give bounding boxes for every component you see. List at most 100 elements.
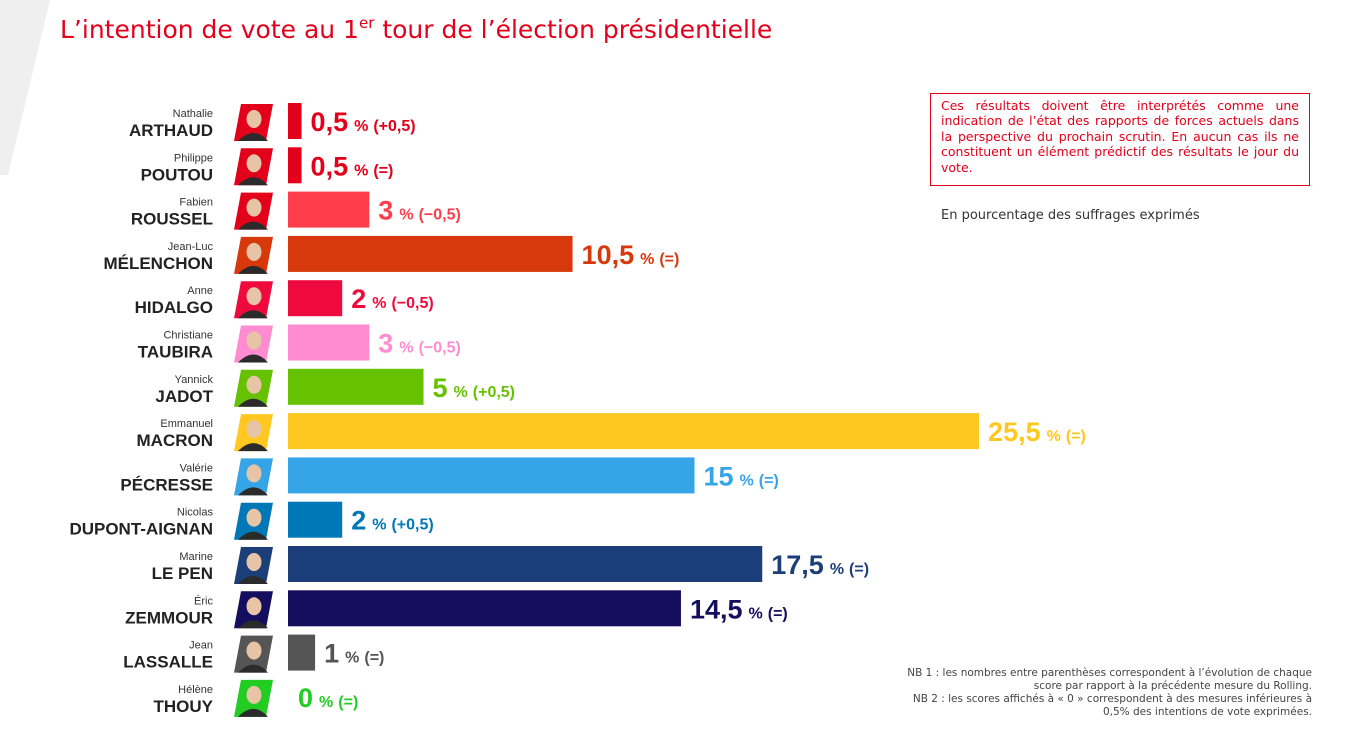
score-value: 15	[704, 461, 734, 491]
score-unit: %	[454, 384, 468, 401]
bar	[288, 501, 343, 538]
candidate-first-name: Éric	[194, 594, 213, 607]
candidate-first-name: Hélène	[178, 684, 213, 696]
candidate-portrait	[234, 281, 273, 319]
bar	[288, 368, 424, 405]
candidate-first-name: Nicolas	[177, 507, 214, 519]
score-value: 0	[298, 683, 313, 713]
footnote-2: NB 2 : les scores affichés à « 0 » corre…	[912, 693, 1312, 718]
candidate-last-name: MÉLENCHON	[103, 254, 213, 273]
score-change: (=)	[759, 472, 779, 489]
score-change: (−0,5)	[391, 295, 433, 312]
candidate-first-name: Valérie	[180, 462, 213, 474]
bar	[288, 413, 980, 450]
score-value: 3	[378, 329, 393, 359]
candidate-portrait	[234, 502, 273, 540]
candidate-last-name: ROUSSEL	[131, 210, 213, 229]
bar-value-label: 15% (=)	[704, 461, 779, 491]
score-change: (=)	[364, 650, 384, 667]
score-change: (−0,5)	[419, 340, 461, 357]
candidate-last-name: MACRON	[137, 431, 214, 450]
bar	[288, 235, 573, 272]
footnote-1: NB 1 : les nombres entre parenthèses cor…	[907, 667, 1312, 692]
candidate-first-name: Marine	[179, 551, 213, 563]
candidate-first-name: Fabien	[179, 197, 213, 209]
candidate-last-name: PÉCRESSE	[120, 475, 213, 494]
candidate-portrait	[234, 414, 273, 452]
corner-decoration	[0, 0, 50, 175]
candidate-last-name: LASSALLE	[123, 653, 213, 672]
candidate-first-name: Emmanuel	[160, 418, 213, 430]
bar-value-label: 2% (+0,5)	[351, 506, 434, 536]
title-rest: tour de l’élection présidentielle	[374, 15, 773, 44]
candidate-last-name: TAUBIRA	[138, 343, 213, 362]
score-change: (=)	[1066, 428, 1086, 445]
score-change: (=)	[373, 162, 393, 179]
score-unit: %	[640, 251, 654, 268]
score-value: 0,5	[311, 151, 349, 181]
candidate-portrait	[234, 369, 273, 407]
score-value: 2	[351, 506, 366, 536]
candidate-last-name: ZEMMOUR	[125, 608, 213, 627]
score-change: (=)	[768, 605, 788, 622]
bar-value-label: 2% (−0,5)	[351, 284, 434, 314]
candidate-last-name: DUPONT-AIGNAN	[69, 520, 213, 539]
score-change: (+0,5)	[391, 517, 433, 534]
candidate-first-name: Yannick	[175, 374, 214, 386]
score-unit: %	[740, 472, 754, 489]
candidate-first-name: Nathalie	[173, 108, 213, 120]
candidate-first-name: Anne	[187, 285, 213, 297]
bar	[288, 546, 763, 582]
bar-value-label: 5% (+0,5)	[433, 373, 516, 403]
chart-subtitle: En pourcentage des suffrages exprimés	[941, 208, 1200, 223]
candidate-portrait	[234, 192, 273, 230]
candidate-portrait	[234, 591, 273, 629]
candidate-portrait	[234, 104, 273, 141]
bar	[288, 103, 302, 139]
bar-value-label: 0% (=)	[298, 683, 358, 713]
disclaimer-box: Ces résultats doivent être interprétés c…	[930, 93, 1310, 186]
score-value: 25,5	[988, 417, 1041, 447]
score-unit: %	[372, 517, 386, 534]
footnotes: NB 1 : les nombres entre parenthèses cor…	[900, 667, 1312, 719]
score-unit: %	[345, 650, 359, 667]
score-unit: %	[399, 207, 413, 224]
bar-value-label: 0,5% (=)	[311, 151, 394, 181]
score-unit: %	[749, 605, 763, 622]
score-value: 10,5	[582, 240, 635, 270]
candidate-first-name: Jean-Luc	[168, 241, 214, 253]
score-unit: %	[830, 561, 844, 578]
bar-value-label: 1% (=)	[324, 639, 384, 669]
title-main: L’intention de vote au 1	[60, 15, 359, 44]
bar-value-label: 14,5% (=)	[690, 594, 788, 624]
candidate-portrait	[234, 635, 273, 673]
candidate-last-name: THOUY	[154, 697, 214, 716]
bar	[288, 191, 370, 228]
score-change: (=)	[659, 251, 679, 268]
bar	[288, 147, 302, 184]
candidate-portrait	[234, 547, 273, 584]
bar-value-label: 25,5% (=)	[988, 417, 1086, 447]
bar	[288, 324, 370, 361]
bar-value-label: 10,5% (=)	[582, 240, 680, 270]
score-value: 5	[433, 373, 448, 403]
score-change: (=)	[849, 561, 869, 578]
candidate-last-name: POUTOU	[141, 165, 213, 184]
score-value: 0,5	[311, 107, 349, 137]
candidate-portrait	[234, 679, 273, 717]
candidate-portrait	[234, 325, 273, 363]
bar	[288, 590, 681, 627]
score-value: 14,5	[690, 594, 743, 624]
score-unit: %	[319, 694, 333, 711]
